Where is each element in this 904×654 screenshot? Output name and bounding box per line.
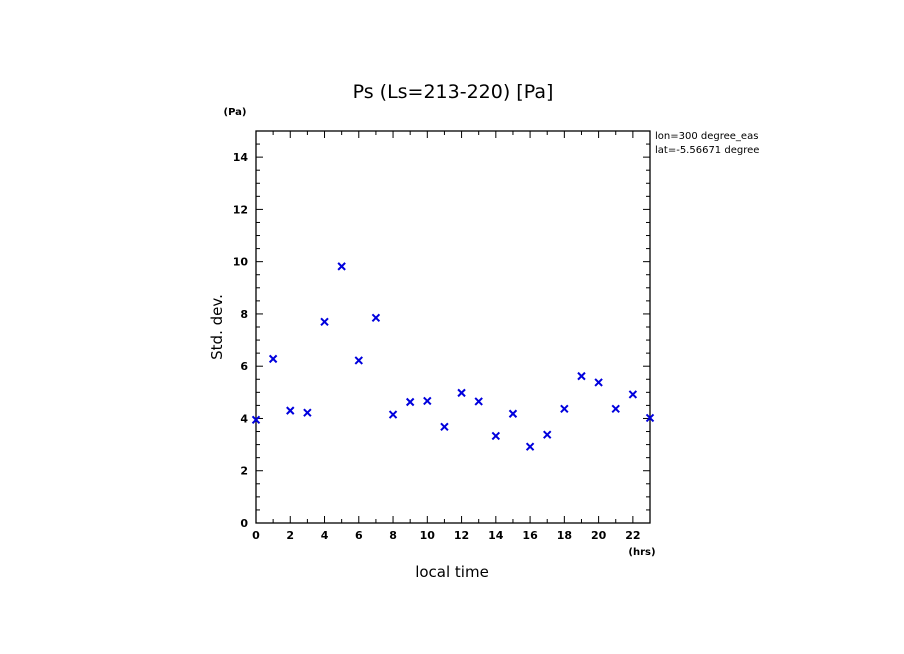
chart-title: Ps (Ls=213-220) [Pa]	[353, 81, 554, 103]
data-point	[508, 409, 518, 418]
data-point	[354, 356, 363, 365]
x-tick-label: 20	[591, 529, 607, 542]
x-tick-label: 18	[557, 529, 572, 542]
x-axis-unit: (hrs)	[628, 547, 655, 558]
data-point	[268, 354, 278, 364]
data-point	[525, 442, 535, 451]
x-tick-label: 16	[522, 529, 538, 542]
x-tick-label: 2	[286, 529, 294, 542]
data-point	[303, 408, 312, 417]
y-tick-label: 0	[240, 517, 248, 530]
x-tick-label: 12	[454, 529, 469, 542]
y-tick-label: 6	[240, 360, 248, 373]
y-axis-unit: (Pa)	[224, 107, 247, 118]
x-tick-label: 6	[355, 529, 363, 542]
info-longitude: lon=300 degree_eas	[655, 131, 758, 142]
data-point	[543, 430, 552, 439]
data-point	[251, 415, 261, 424]
x-tick-label: 0	[252, 529, 260, 542]
data-point	[560, 404, 569, 414]
data-point	[320, 317, 329, 326]
x-tick-label: 8	[389, 529, 397, 542]
data-point	[423, 396, 432, 406]
data-point	[337, 262, 346, 271]
y-tick-label: 12	[233, 203, 248, 216]
data-points	[251, 262, 655, 451]
info-latitude: lat=-5.56671 degree	[655, 145, 759, 156]
data-point	[474, 397, 483, 406]
data-point	[491, 431, 501, 441]
data-point	[286, 406, 295, 415]
y-tick-label: 10	[233, 256, 249, 269]
data-point	[440, 422, 449, 432]
data-point	[645, 413, 655, 423]
data-point	[611, 404, 620, 414]
x-tick-label: 10	[420, 529, 436, 542]
y-axis-label: Std. dev.	[208, 294, 226, 360]
data-point	[371, 313, 381, 323]
data-point	[388, 410, 398, 419]
data-point	[628, 390, 638, 399]
data-point	[577, 371, 586, 381]
data-point	[594, 378, 603, 387]
axis-ticks: 0 2 4 6 8 10 12 14 16 18 20 22 0 2 4 6 8 10 12 14	[233, 130, 651, 542]
y-tick-label: 14	[233, 151, 249, 164]
y-tick-label: 8	[240, 308, 248, 321]
data-point	[405, 397, 415, 407]
x-tick-label: 22	[625, 529, 640, 542]
plot-frame	[255, 130, 651, 524]
y-tick-label: 2	[240, 465, 248, 478]
x-axis-label: local time	[415, 563, 489, 581]
y-tick-label: 4	[240, 412, 248, 425]
x-tick-label: 4	[321, 529, 329, 542]
x-tick-label: 14	[488, 529, 504, 542]
data-point	[457, 388, 466, 398]
